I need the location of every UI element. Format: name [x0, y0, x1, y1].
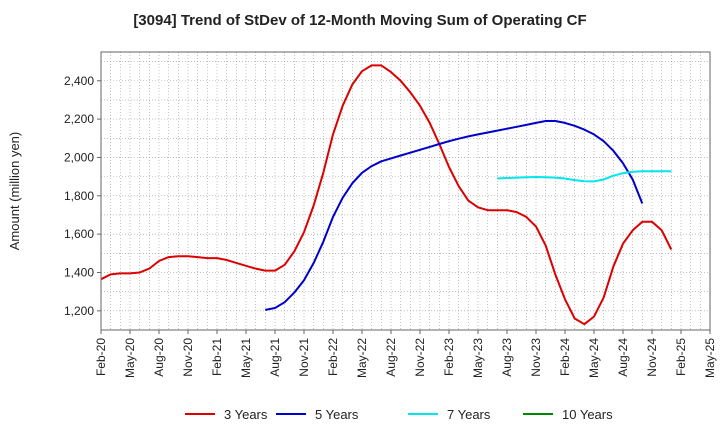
y-tick-label: 1,600: [64, 227, 94, 241]
y-axis-ticks: 1,200 1,400 1,600 1,800 2,000 2,200 2,400: [64, 74, 101, 318]
x-tick-label: Feb-23: [442, 338, 456, 376]
x-tick-label: May-23: [471, 338, 485, 378]
x-axis-ticks: Feb-20 May-20 Aug-20 Nov-20 Feb-21 May-21 Aug-…: [94, 330, 717, 378]
x-tick-label: Feb-24: [558, 338, 572, 376]
x-tick-label: May-24: [587, 338, 601, 378]
chart-title: [3094] Trend of StDev of 12-Month Moving…: [133, 12, 587, 29]
x-tick-label: Feb-25: [674, 338, 688, 376]
gridlines: [101, 52, 710, 330]
x-tick-label: Aug-22: [384, 338, 398, 377]
legend: 3 Years 5 Years 7 Years 10 Years: [185, 407, 613, 422]
x-tick-label: Nov-21: [297, 338, 311, 377]
plot-frame: [100, 51, 711, 331]
x-tick-label: Nov-24: [645, 338, 659, 377]
x-tick-label: May-21: [239, 338, 253, 378]
x-tick-label: Nov-20: [181, 338, 195, 377]
x-tick-label: Aug-23: [500, 338, 514, 377]
x-tick-label: Aug-21: [268, 338, 282, 377]
legend-label: 3 Years: [224, 407, 268, 422]
y-tick-label: 2,400: [64, 74, 94, 88]
y-tick-label: 2,000: [64, 150, 94, 164]
x-tick-label: Aug-20: [152, 338, 166, 377]
x-tick-label: May-20: [123, 338, 137, 378]
legend-label: 5 Years: [315, 407, 359, 422]
series-line: [100, 64, 673, 326]
y-tick-label: 1,800: [64, 189, 94, 203]
x-tick-label: May-22: [355, 338, 369, 378]
legend-label: 7 Years: [447, 407, 491, 422]
x-tick-label: May-25: [703, 338, 717, 378]
x-tick-label: Feb-21: [210, 338, 224, 376]
series-lines: [100, 64, 673, 326]
x-tick-label: Feb-20: [94, 338, 108, 376]
x-tick-label: Nov-22: [413, 338, 427, 377]
x-tick-label: Aug-24: [616, 338, 630, 377]
y-tick-label: 2,200: [64, 112, 94, 126]
series-line: [265, 120, 644, 311]
series-line: [497, 170, 672, 183]
y-tick-label: 1,200: [64, 304, 94, 318]
y-tick-label: 1,400: [64, 265, 94, 279]
x-tick-label: Nov-23: [529, 338, 543, 377]
x-tick-label: Feb-22: [326, 338, 340, 376]
y-axis-label: Amount (million yen): [7, 132, 22, 251]
legend-label: 10 Years: [562, 407, 613, 422]
